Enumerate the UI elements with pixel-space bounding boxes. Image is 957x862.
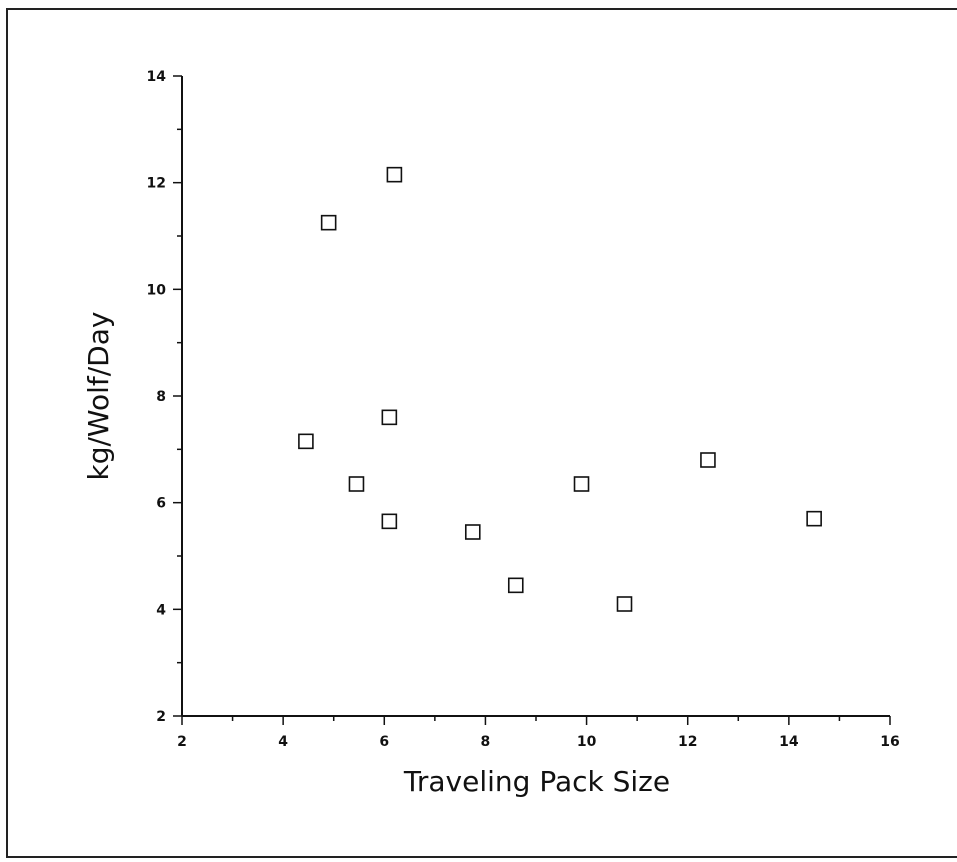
- data-points: [298, 166, 822, 612]
- data-point: [381, 513, 398, 530]
- data-point: [348, 476, 365, 492]
- axes: [181, 76, 890, 717]
- x-tick-label: 12: [678, 734, 697, 750]
- x-tick-label: 4: [278, 734, 288, 750]
- x-axis-title: Traveling Pack Size: [403, 765, 670, 798]
- data-point: [320, 214, 337, 231]
- data-point: [700, 452, 716, 468]
- y-tick-label: 12: [147, 176, 166, 192]
- y-tick-label: 6: [156, 496, 166, 512]
- x-tick-label: 14: [779, 734, 799, 750]
- frame-border-bottom: [6, 856, 957, 858]
- data-point: [381, 409, 398, 426]
- y-axis-title: kg/Wolf/Day: [82, 312, 115, 481]
- x-tick-label: 10: [577, 734, 597, 750]
- data-point: [573, 476, 590, 492]
- data-point: [464, 524, 481, 540]
- frame-border-left: [6, 8, 8, 858]
- y-tick-label: 10: [147, 282, 167, 298]
- x-tick-label: 2: [177, 734, 187, 750]
- y-tick-label: 4: [156, 602, 166, 618]
- y-tick-label: 14: [147, 69, 167, 85]
- x-tick-label: 8: [481, 734, 491, 750]
- y-tick-label: 2: [156, 709, 166, 725]
- data-point: [386, 166, 403, 183]
- data-point: [806, 510, 822, 527]
- x-tick-label: 16: [880, 734, 899, 750]
- x-tick-label: 6: [379, 734, 389, 750]
- frame-border-top: [6, 8, 957, 10]
- data-point: [616, 596, 633, 612]
- data-point: [298, 433, 314, 450]
- y-tick-label: 8: [156, 389, 166, 405]
- data-point: [507, 577, 524, 594]
- ticks: 2 4 6 8 10 12 14 16 2 4 6 8 10 12 14: [147, 69, 900, 750]
